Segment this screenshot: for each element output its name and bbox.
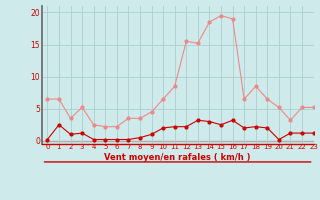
X-axis label: Vent moyen/en rafales ( km/h ): Vent moyen/en rafales ( km/h ) bbox=[104, 153, 251, 162]
